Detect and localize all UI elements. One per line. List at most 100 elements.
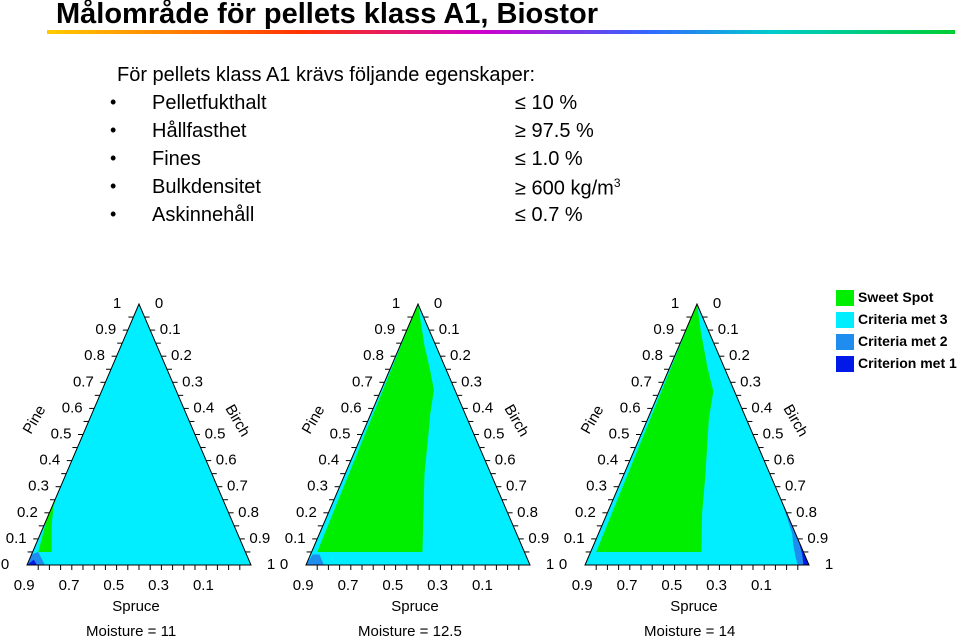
left-tick-label: 0.4: [39, 452, 60, 469]
right-tick-label: 0.6: [216, 452, 237, 469]
right-tick-label: 0.9: [807, 530, 828, 547]
requirement-unit-superscript: 3: [613, 176, 621, 190]
requirement-operator: ≤: [515, 148, 526, 170]
plot-caption: Moisture = 11: [86, 623, 177, 640]
left-tick-label: 0.7: [352, 373, 373, 390]
left-tick-label: 1: [113, 295, 121, 312]
page-title: Målområde för pellets klass A1, Biostor: [56, 0, 599, 30]
left-tick-label: 0.8: [363, 347, 384, 364]
left-tick-label: 0.8: [642, 347, 663, 364]
left-tick-label: 0.4: [597, 452, 618, 469]
region-green: [317, 304, 434, 552]
right-tick-label: 1: [267, 556, 275, 573]
left-tick-label: 0.6: [341, 399, 362, 416]
right-tick-label: 0.9: [528, 530, 549, 547]
intro-text: För pellets klass A1 krävs följande egen…: [117, 64, 535, 86]
bottom-tick-label: 0.3: [148, 577, 169, 594]
requirement-name: Fines: [152, 148, 201, 170]
requirement-value: ≤ 0.7 %: [515, 204, 583, 227]
triangle-outline: [26, 302, 252, 566]
requirement-value: ≥ 97.5 %: [515, 120, 594, 143]
legend-label: Criteria met 3: [858, 311, 948, 327]
requirement-operator: ≥: [515, 177, 526, 200]
right-tick-label: 0.2: [729, 347, 750, 364]
requirement-value: ≤ 10 %: [515, 92, 577, 115]
bottom-tick-label: 0.7: [59, 577, 80, 594]
bottom-tick-label: 0.5: [103, 577, 124, 594]
left-tick-label: 0.7: [631, 373, 652, 390]
requirement-operator: ≤: [515, 204, 526, 226]
left-tick-label: 0: [1, 556, 9, 573]
left-tick-label: 0.3: [586, 478, 607, 495]
left-tick-label: 0.1: [564, 530, 585, 547]
legend-label: Criterion met 1: [858, 355, 957, 371]
legend-swatch-sweet-spot: [836, 290, 854, 306]
requirement-name: Bulkdensitet: [152, 176, 261, 198]
requirement-name: Pelletfukthalt: [152, 92, 267, 114]
bottom-tick-label: 0.5: [661, 577, 682, 594]
region-dark: [27, 559, 38, 565]
ternary-plots: 0 0.1 0.2 0.3 0.4 0.5 0.6 0.7 0.8 0.9 1 0 0.1 0.2 0.3 0…: [1, 295, 833, 615]
bullet-icon: •: [110, 176, 117, 196]
region-mid: [306, 554, 324, 565]
axis-label-birch: Birch: [222, 402, 254, 440]
requirement-operator: ≥: [515, 120, 526, 142]
right-tick-label: 0.6: [774, 452, 795, 469]
bottom-tick-label: 0.3: [706, 577, 727, 594]
bottom-tick-label: 0.9: [14, 577, 35, 594]
bottom-tick-label: 0.9: [572, 577, 593, 594]
right-tick-label: 0.2: [450, 347, 471, 364]
bottom-tick-label: 0.1: [472, 577, 493, 594]
region-cyan: [27, 304, 251, 565]
right-tick-label: 0.8: [517, 504, 538, 521]
right-tick-label: 0.2: [171, 347, 192, 364]
left-tick-label: 0.3: [307, 478, 328, 495]
bottom-tick-label: 0.3: [427, 577, 448, 594]
bottom-tick-label: 0.7: [617, 577, 638, 594]
bullet-icon: •: [110, 92, 117, 112]
right-tick-label: 0.4: [472, 399, 493, 416]
right-tick-label: 0.1: [718, 321, 739, 338]
left-tick-label: 0.2: [296, 504, 317, 521]
legend-swatch-criteria-3: [836, 312, 854, 328]
left-tick-label: 0.5: [51, 425, 72, 442]
right-tick-label: 0.8: [796, 504, 817, 521]
requirement-operator: ≤: [515, 92, 526, 114]
right-tick-label: 0: [155, 295, 163, 312]
right-tick-label: 0.1: [439, 321, 460, 338]
left-tick-label: 0.5: [330, 425, 351, 442]
requirement-amount: 600 kg/m: [531, 177, 614, 200]
requirement-amount: 0.7 %: [531, 204, 583, 226]
right-tick-label: 0.7: [227, 478, 248, 495]
bottom-tick-label: 0.9: [293, 577, 314, 594]
right-tick-label: 0.5: [763, 425, 784, 442]
requirement-value: ≥ 600 kg/m3: [515, 176, 621, 201]
right-tick-label: 0.4: [751, 399, 772, 416]
requirement-value: ≤ 1.0 %: [515, 148, 583, 171]
left-tick-label: 1: [671, 295, 679, 312]
right-tick-label: 0.4: [193, 399, 214, 416]
right-tick-label: 0.8: [238, 504, 259, 521]
plot-caption: Moisture = 12.5: [358, 623, 462, 640]
left-tick-label: 0.4: [318, 452, 339, 469]
axis-label-spruce: Spruce: [670, 598, 718, 615]
right-tick-label: 0: [713, 295, 721, 312]
left-tick-label: 0.7: [73, 373, 94, 390]
right-tick-label: 1: [825, 556, 833, 573]
axis-label-birch: Birch: [501, 402, 533, 440]
axis-label-birch: Birch: [780, 402, 812, 440]
axis-label-spruce: Spruce: [391, 598, 439, 615]
left-tick-label: 1: [392, 295, 400, 312]
triangle-outline: [584, 302, 810, 566]
requirement-amount: 10 %: [531, 92, 578, 114]
left-tick-label: 0.1: [285, 530, 306, 547]
axis-label-pine: Pine: [20, 402, 50, 437]
right-tick-label: 0.3: [182, 373, 203, 390]
requirement-name: Hållfasthet: [152, 120, 247, 142]
right-tick-label: 0.1: [160, 321, 181, 338]
left-tick-label: 0: [559, 556, 567, 573]
left-tick-label: 0.8: [84, 347, 105, 364]
left-tick-label: 0.2: [575, 504, 596, 521]
requirement-amount: 1.0 %: [531, 148, 583, 170]
bullet-icon: •: [110, 204, 117, 224]
